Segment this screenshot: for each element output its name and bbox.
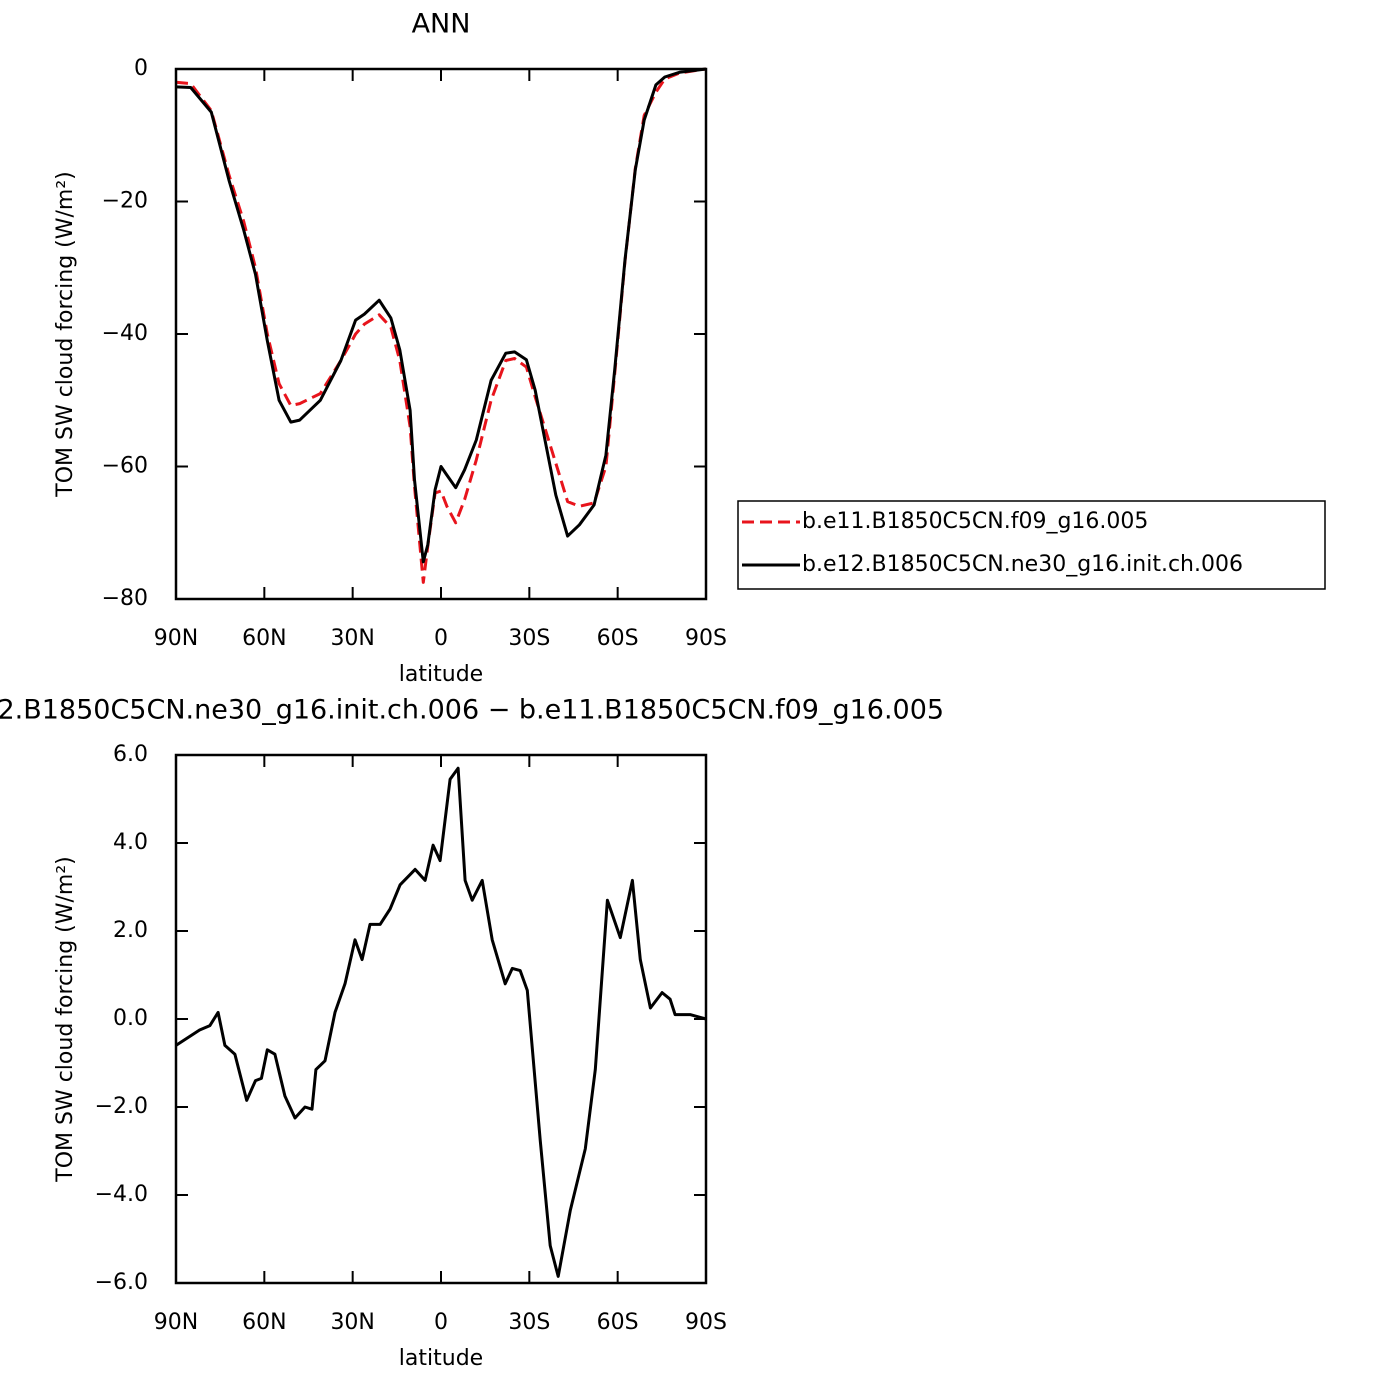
y-tick-label: 0.0 [113,1006,148,1031]
y-axis-label: TOM SW cloud forcing (W/m²) [53,856,78,1182]
x-tick-label: 60S [597,1310,639,1335]
legend: b.e11.B1850C5CN.f09_g16.005 b.e12.B1850C5… [737,500,1326,590]
y-tick-label: 0 [134,56,148,81]
y-tick-label: −2.0 [95,1094,148,1119]
legend-label: b.e11.B1850C5CN.f09_g16.005 [802,509,1148,534]
x-tick-label: 60S [597,626,639,651]
x-tick-label: 90N [154,1310,198,1335]
x-tick-label: 60N [242,1310,286,1335]
x-tick-label: 90S [685,1310,727,1335]
y-tick-label: 2.0 [113,918,148,943]
legend-box [737,500,1326,590]
x-axis-label: latitude [399,662,483,687]
x-tick-label: 30S [508,1310,550,1335]
plot-frame [174,67,708,601]
x-tick-label: 0 [434,626,448,651]
x-tick-label: 30N [330,1310,374,1335]
y-tick-label: 4.0 [113,830,148,855]
series-line [175,67,707,584]
series-line [175,67,707,564]
chart-title: ANN [412,9,471,40]
x-axis-label: latitude [399,1346,483,1371]
y-tick-label: −4.0 [95,1182,148,1207]
y-tick-label: −6.0 [95,1270,148,1295]
x-tick-label: 30S [508,626,550,651]
y-tick-label: −40 [102,321,148,346]
plot-frame [174,753,708,1285]
x-tick-label: 90N [154,626,198,651]
x-tick-label: 90S [685,626,727,651]
chart-title: b.e12.B1850C5CN.ne30_g16.init.ch.006 − b… [0,695,944,726]
x-tick-label: 30N [330,626,374,651]
x-tick-label: 0 [434,1310,448,1335]
legend-label: b.e12.B1850C5CN.ne30_g16.init.ch.006 [802,552,1243,577]
y-tick-label: 6.0 [113,742,148,767]
y-tick-label: −20 [102,189,148,214]
y-axis-label: TOM SW cloud forcing (W/m²) [53,171,78,497]
series-line [175,766,707,1278]
y-tick-label: −60 [102,454,148,479]
y-tick-label: −80 [102,586,148,611]
x-tick-label: 60N [242,626,286,651]
